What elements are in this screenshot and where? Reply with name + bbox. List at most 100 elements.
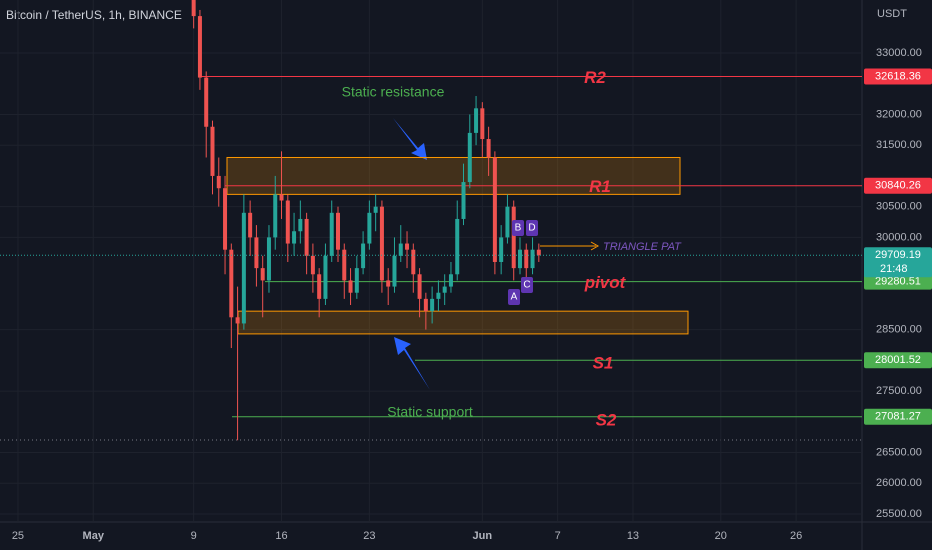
candle-body	[229, 249, 234, 318]
candle-body	[342, 249, 347, 281]
zone-label: Static resistance	[342, 84, 445, 100]
price-tag-label: 27081.27	[875, 411, 921, 423]
candle-body	[536, 249, 541, 256]
candle-body	[292, 231, 297, 244]
candle-body	[241, 212, 246, 324]
y-tick-label: 25500.00	[876, 508, 922, 520]
arrow	[393, 118, 427, 160]
pattern-point	[508, 289, 520, 305]
candle-body	[310, 255, 315, 275]
y-tick-label: 30000.00	[876, 231, 922, 243]
candle-body	[524, 249, 529, 269]
x-tick-label: 16	[275, 530, 287, 542]
pattern-point-label: D	[528, 223, 535, 234]
y-tick-label: 32000.00	[876, 108, 922, 120]
candle-body	[197, 16, 202, 78]
candle-body	[223, 188, 228, 250]
candle-body	[436, 292, 441, 299]
arrow	[394, 337, 430, 390]
candle-body	[210, 126, 215, 176]
y-tick-label: 33000.00	[876, 47, 922, 59]
level-name: pivot	[584, 273, 627, 292]
arrows	[393, 118, 600, 390]
price-tag	[864, 177, 932, 194]
zone	[237, 310, 689, 335]
candle-body	[499, 237, 504, 262]
x-tick-label: 26	[790, 530, 802, 542]
candle-body	[191, 0, 196, 17]
candle-body	[423, 298, 428, 312]
candle-body	[492, 157, 497, 262]
pattern-point	[512, 220, 524, 236]
candle-body	[386, 280, 391, 287]
candle-body	[354, 268, 359, 293]
pattern-point-label: C	[523, 280, 530, 291]
chart-title: Bitcoin / TetherUS, 1h, BINANCE	[6, 8, 182, 22]
candle-body	[323, 255, 328, 299]
arrow	[590, 241, 600, 251]
candle-body	[248, 212, 253, 238]
price-tag-label: 29709.19	[875, 249, 921, 261]
price-tag	[864, 68, 932, 85]
y-tick-label: 30500.00	[876, 201, 922, 213]
candle-body	[417, 274, 422, 299]
y-tick-label: 26500.00	[876, 446, 922, 458]
price-tag-label: 29280.51	[875, 276, 921, 288]
x-tick-label: 20	[715, 530, 727, 542]
price-tag	[864, 273, 932, 290]
pattern-label: TRIANGLE PAT	[603, 241, 682, 253]
x-tick-label: 7	[555, 530, 561, 542]
price-tag-label: 32618.36	[875, 70, 921, 82]
axis-label: USDT	[877, 8, 907, 20]
price-tag	[864, 352, 932, 369]
price-tag-label: 30840.26	[875, 180, 921, 192]
price-tag-label: 28001.52	[875, 354, 921, 366]
y-tick-label: 26000.00	[876, 477, 922, 489]
candle-body	[329, 212, 334, 256]
candle-body	[279, 194, 284, 201]
candle-body	[361, 243, 366, 269]
x-tick-label: May	[83, 530, 105, 542]
candle-body	[392, 255, 397, 287]
level-name: S1	[593, 354, 614, 373]
candle-body	[298, 218, 303, 232]
candle-body	[448, 274, 453, 287]
price-tag	[864, 247, 932, 278]
candle-body	[304, 218, 309, 256]
candle-body	[266, 237, 271, 281]
candle-body	[411, 249, 416, 275]
candle-body	[505, 206, 510, 238]
x-tick-label: 23	[363, 530, 375, 542]
candle-body	[373, 206, 378, 213]
candle-body	[204, 77, 209, 127]
y-tick-label: 31500.00	[876, 139, 922, 151]
candle-body	[455, 218, 460, 275]
candle-body	[405, 243, 410, 250]
level-name: S2	[596, 410, 617, 429]
level-name: R1	[589, 177, 611, 196]
candle-body	[254, 237, 259, 269]
candle-body	[379, 206, 384, 281]
candle-body	[335, 212, 340, 250]
x-tick-label: 9	[191, 530, 197, 542]
y-tick-label: 28500.00	[876, 324, 922, 336]
candle-body	[461, 182, 466, 219]
countdown: 21:48	[880, 263, 908, 275]
candle-body	[235, 317, 240, 324]
x-tick-label: Jun	[473, 530, 493, 542]
candle-body	[474, 108, 479, 133]
candle-body	[517, 249, 522, 269]
candle-body	[530, 249, 535, 269]
candle-body	[430, 298, 435, 312]
pattern-point	[526, 220, 538, 236]
zone-label: Static support	[387, 404, 473, 420]
candle-body	[467, 132, 472, 183]
candle-body	[442, 286, 447, 293]
candle-body	[317, 274, 322, 299]
candle-body	[511, 206, 516, 269]
price-tag	[864, 408, 932, 425]
zone	[226, 156, 681, 195]
candle-body	[285, 200, 290, 244]
